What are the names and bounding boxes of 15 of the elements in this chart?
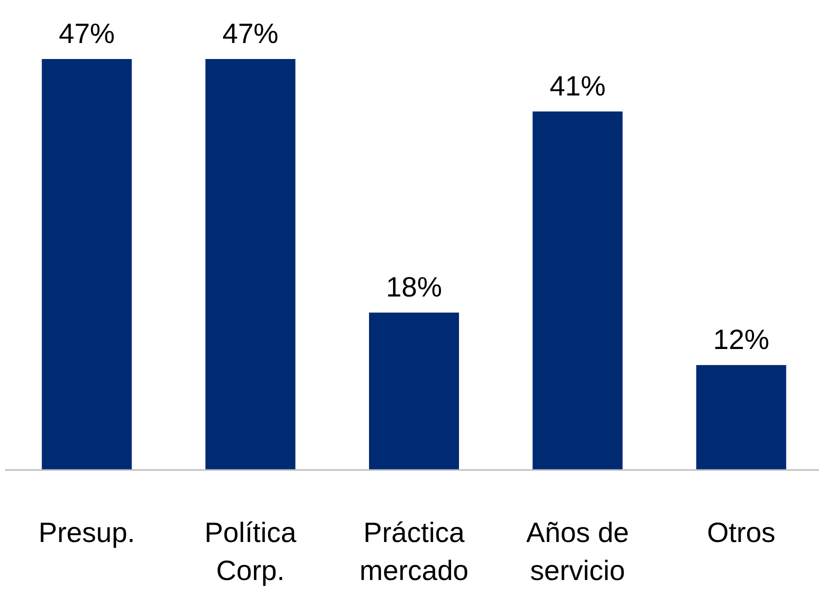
bar — [532, 111, 623, 470]
bar — [369, 312, 459, 470]
data-label: 18% — [386, 272, 442, 303]
x-tick-label: Años de servicio — [526, 517, 629, 586]
data-label: 12% — [713, 324, 770, 356]
bar — [205, 59, 296, 470]
data-label: 47% — [58, 18, 115, 49]
x-tick-label: Otros — [706, 517, 776, 548]
x-tick-label: Presup. — [38, 517, 136, 548]
x-tick-label: Política Corp. — [204, 517, 297, 586]
data-label: 47% — [222, 18, 278, 49]
data-label: 41% — [550, 70, 606, 102]
bar — [696, 365, 786, 470]
x-tick-label: Práctica mercado — [360, 517, 468, 586]
bar — [42, 59, 132, 470]
